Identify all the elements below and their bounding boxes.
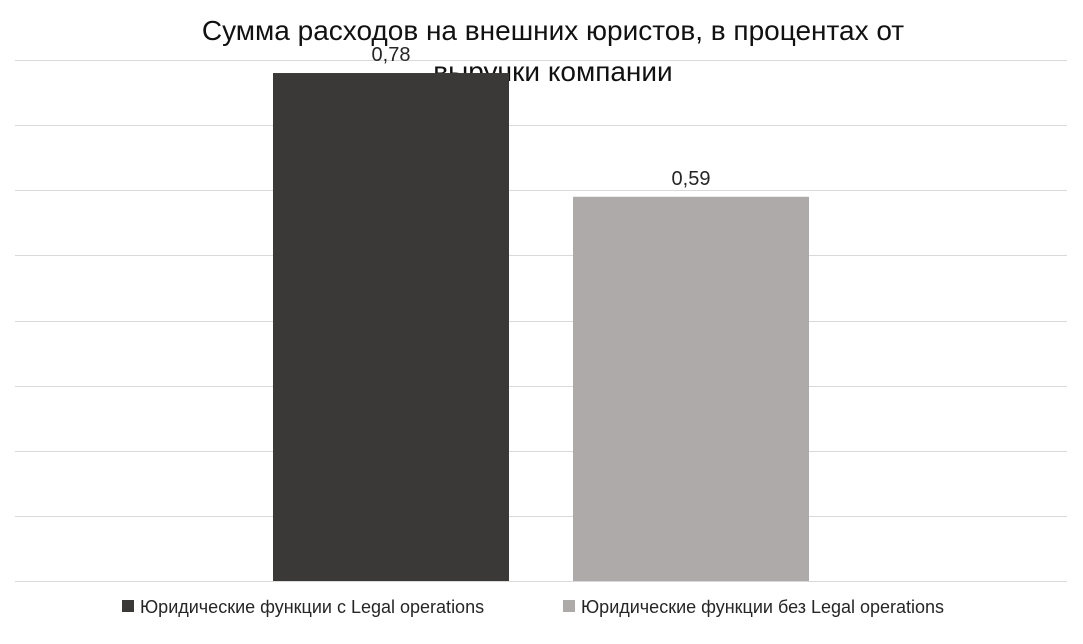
legend-swatch [122, 600, 134, 612]
legend-label: Юридические функции с Legal operations [140, 597, 484, 617]
data-label: 0,59 [672, 168, 711, 190]
bars [273, 73, 809, 582]
legend-label: Юридические функции без Legal operations [581, 597, 944, 617]
bar [273, 73, 509, 582]
data-labels: 0,78 0,59 [372, 44, 711, 190]
chart-title: Сумма расходов на внешних юристов, в про… [202, 15, 904, 87]
legend-swatch [563, 600, 575, 612]
bar [573, 196, 809, 581]
gridlines [15, 60, 1067, 582]
data-label: 0,78 [372, 44, 411, 66]
legend: Юридические функции с Legal operations Юр… [122, 597, 944, 617]
chart-title-line-1: Сумма расходов на внешних юристов, в про… [202, 15, 904, 46]
